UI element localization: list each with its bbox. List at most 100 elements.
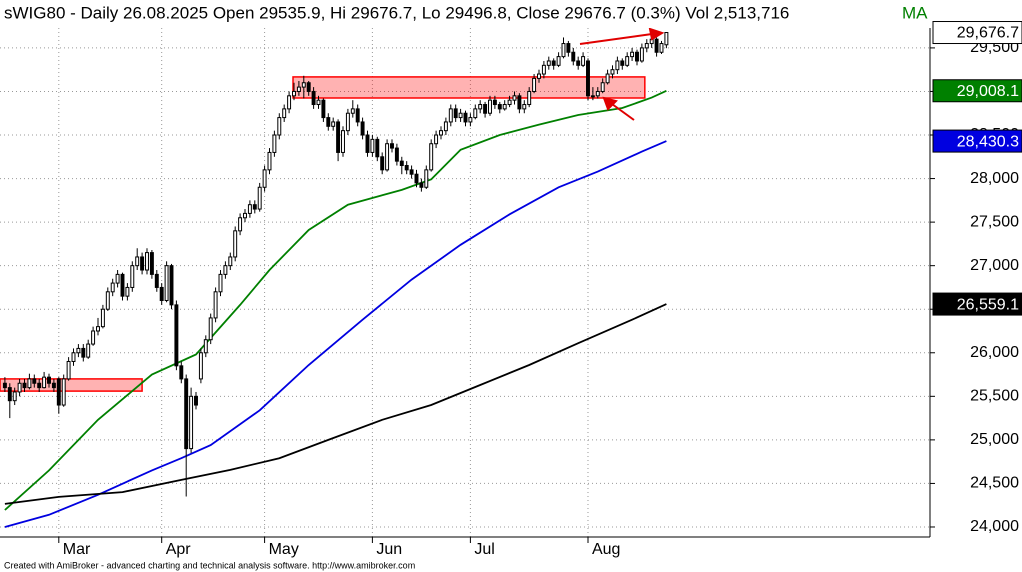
candle-body — [17, 382, 22, 393]
candle-body — [537, 73, 541, 79]
candle-body — [321, 99, 326, 119]
candle-body — [541, 64, 546, 75]
candle-body — [247, 204, 252, 214]
candle-body — [203, 339, 208, 354]
moving-average-line — [4, 140, 667, 528]
candle-body — [625, 56, 630, 66]
candle-body — [551, 60, 556, 66]
candle-body — [262, 169, 267, 188]
candle-body — [355, 108, 360, 123]
candle-body — [287, 95, 292, 110]
candle-body — [561, 43, 566, 58]
candle-body — [145, 252, 149, 271]
candle-body — [76, 347, 81, 354]
candle-body — [184, 378, 189, 450]
candle-body — [360, 121, 365, 136]
candle-body — [311, 90, 316, 106]
candle-body — [654, 38, 659, 53]
price-label-box — [932, 292, 1022, 316]
price-labels: 29,676.7 29,008.1 28,430.3 26,559.1 — [932, 21, 1022, 316]
candle-body — [610, 69, 615, 75]
price-label: 29,676.7 — [957, 25, 1019, 42]
candle-body — [61, 378, 66, 406]
candle-body — [546, 60, 551, 66]
candle-body — [282, 108, 287, 119]
candle-body — [365, 134, 370, 153]
candle-body — [326, 117, 331, 127]
candle-body — [385, 143, 390, 171]
y-tick-label: 27,000 — [970, 257, 1019, 274]
candle-body — [463, 112, 468, 123]
candle-body — [81, 347, 86, 358]
candle-body — [213, 291, 218, 319]
candle-body — [100, 308, 105, 328]
moving-average-line — [4, 89, 667, 511]
candle-body — [301, 82, 306, 88]
annotation-arrows — [579, 27, 665, 121]
moving-averages — [4, 89, 667, 528]
candle-body — [140, 256, 145, 271]
candle-body — [7, 387, 12, 402]
candle-body — [483, 104, 488, 114]
price-label-box — [932, 129, 1022, 153]
candle-body — [443, 121, 448, 132]
y-tick-label: 25,500 — [970, 388, 1019, 405]
candle-body — [620, 60, 625, 66]
candle-body — [615, 60, 620, 71]
candle-body — [571, 51, 576, 62]
footer: Created with AmiBroker - advanced charti… — [4, 560, 415, 570]
candle-body — [32, 378, 37, 384]
candle-body — [198, 352, 203, 380]
x-tick-label: Aug — [592, 541, 620, 558]
grid — [0, 0, 930, 537]
y-tick-label: 28,000 — [970, 170, 1019, 187]
candle-body — [22, 382, 27, 389]
candle-body — [105, 291, 110, 310]
candle-body — [238, 217, 243, 232]
candle-body — [66, 360, 71, 380]
candle-body — [468, 117, 473, 123]
arrow-head — [602, 96, 618, 111]
candle-body — [47, 376, 51, 384]
candle-body — [42, 376, 47, 389]
candle-body — [492, 99, 497, 106]
candle-body — [164, 265, 169, 302]
x-tick-label: Jun — [376, 541, 402, 558]
y-tick-label: 24,000 — [970, 518, 1019, 535]
candle-body — [169, 265, 174, 306]
candle-body — [488, 99, 492, 114]
candle-body — [478, 104, 483, 110]
candle-body — [350, 108, 355, 114]
candle-body — [424, 169, 429, 188]
candle-body — [223, 265, 228, 275]
y-tick-label: 26,000 — [970, 344, 1019, 361]
moving-average-line — [4, 303, 667, 505]
candle-body — [502, 104, 507, 110]
candle-body — [635, 51, 639, 62]
candle-body — [532, 77, 537, 92]
candle-body — [228, 256, 233, 267]
candle-body — [439, 130, 443, 136]
candle-body — [639, 47, 644, 62]
candle-body — [414, 173, 419, 184]
candle-body — [630, 51, 635, 58]
price-label: 29,008.1 — [957, 83, 1019, 100]
candle-body — [277, 117, 282, 136]
candle-body — [2, 382, 7, 389]
candle-body — [51, 382, 56, 389]
chart-title: sWIG80 - Daily 26.08.2025 Open 29535.9, … — [4, 3, 789, 22]
candle-body — [399, 160, 404, 166]
candle-body — [96, 326, 100, 332]
candle-body — [149, 252, 154, 275]
candle-body — [522, 104, 527, 110]
title-bar — [0, 0, 1022, 28]
candle-body — [316, 99, 321, 106]
candle-body — [380, 156, 385, 171]
candle-body — [458, 112, 463, 119]
x-tick-label: Jul — [474, 541, 494, 558]
candle-body — [91, 330, 96, 345]
candle-body — [135, 256, 140, 267]
candle-body — [292, 90, 296, 97]
candle-body — [86, 343, 91, 358]
